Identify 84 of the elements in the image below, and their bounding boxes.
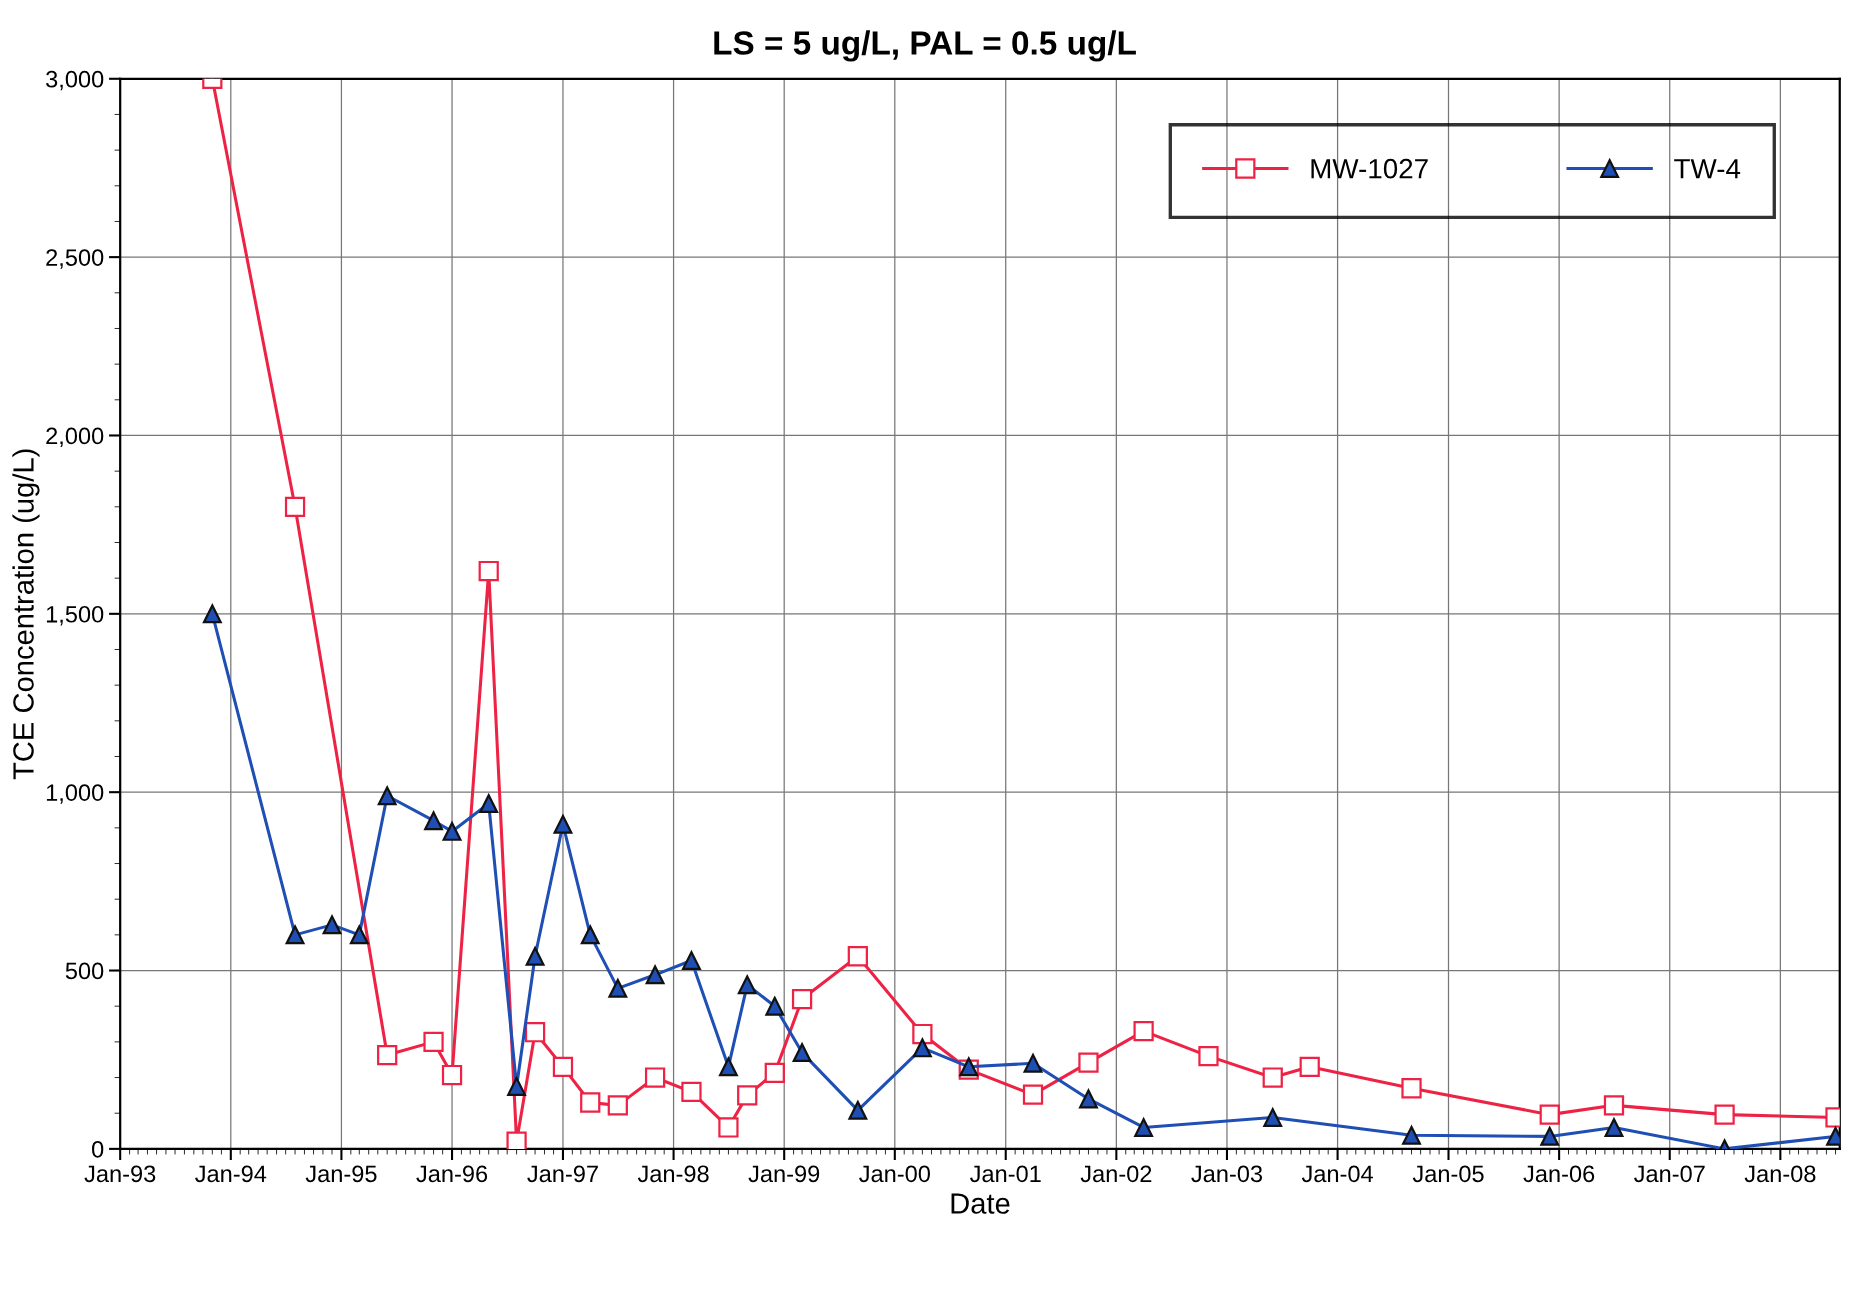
point — [718, 1117, 739, 1138]
point — [792, 1043, 812, 1063]
point — [1134, 1118, 1154, 1137]
point — [1604, 1118, 1624, 1137]
point — [1402, 1125, 1421, 1145]
point — [912, 1038, 932, 1058]
point — [524, 1022, 546, 1043]
point — [441, 1064, 463, 1086]
point — [764, 1062, 785, 1084]
x-tick-label: Jan-97 — [527, 1165, 598, 1183]
y-tick-label: 500 — [65, 962, 104, 980]
point — [349, 925, 369, 945]
x-tick-label: Jan-07 — [1634, 1165, 1705, 1183]
point — [525, 946, 545, 966]
point — [718, 1057, 738, 1077]
legend-label: TW-4 — [1674, 159, 1741, 179]
y-axis-title: TCE Concentration (ug/L) — [12, 449, 40, 780]
y-tick-label: 2,500 — [46, 249, 104, 269]
point — [1263, 1108, 1283, 1127]
x-tick-label: Jan-06 — [1523, 1165, 1595, 1183]
x-tick-label: Jan-99 — [748, 1165, 820, 1183]
point — [737, 975, 757, 995]
point — [580, 1092, 601, 1113]
y-tick-label: 1,000 — [46, 784, 104, 804]
point — [1539, 1104, 1560, 1125]
point — [1079, 1089, 1098, 1109]
point — [1198, 1046, 1219, 1067]
y-tick-label: 0 — [92, 1140, 104, 1158]
point — [553, 814, 573, 834]
point — [479, 794, 499, 814]
point — [507, 1077, 527, 1096]
x-tick-label: Jan-93 — [84, 1165, 156, 1183]
point — [682, 951, 701, 970]
point — [608, 978, 628, 998]
point — [847, 946, 868, 967]
point — [681, 1081, 702, 1102]
point — [1603, 1095, 1625, 1116]
point — [645, 965, 665, 985]
point — [765, 996, 785, 1016]
point — [506, 1131, 527, 1149]
point — [1078, 1052, 1099, 1073]
point — [607, 1095, 628, 1116]
point — [285, 925, 305, 945]
point — [580, 925, 600, 945]
point — [791, 988, 813, 1010]
point — [322, 915, 342, 935]
point — [1023, 1053, 1043, 1073]
point — [442, 821, 462, 841]
point — [284, 496, 306, 517]
x-tick-label: Jan-00 — [859, 1165, 930, 1183]
chart-title: LS = 5 ug/L, PAL = 0.5 ug/L — [714, 30, 1136, 62]
point — [848, 1100, 868, 1120]
legend-label: MW-1027 — [1311, 158, 1428, 179]
point — [737, 1085, 758, 1106]
point — [1714, 1104, 1735, 1125]
x-tick-label: Jan-98 — [637, 1165, 709, 1183]
x-tick-label: Jan-04 — [1301, 1165, 1373, 1183]
point — [1133, 1021, 1154, 1042]
point — [423, 1031, 444, 1052]
point — [912, 1023, 933, 1045]
point — [1262, 1067, 1283, 1088]
point — [1022, 1084, 1044, 1105]
point — [1401, 1078, 1422, 1099]
y-tick-label: 2,000 — [46, 427, 104, 448]
x-tick-label: Jan-94 — [195, 1165, 267, 1183]
x-tick-label: Jan-08 — [1744, 1165, 1816, 1183]
x-tick-label: Jan-05 — [1412, 1165, 1484, 1183]
y-tick-label: 1,500 — [46, 605, 104, 626]
x-tick-label: Jan-02 — [1080, 1165, 1152, 1183]
point — [1540, 1126, 1560, 1146]
point — [424, 811, 443, 831]
y-tick-label: 3,000 — [46, 70, 104, 91]
x-tick-label: Jan-03 — [1191, 1165, 1263, 1183]
x-axis-title: Date — [951, 1193, 1010, 1214]
point — [1299, 1056, 1320, 1077]
x-tick-label: Jan-95 — [305, 1165, 377, 1183]
point — [644, 1067, 666, 1088]
x-tick-label: Jan-01 — [970, 1165, 1041, 1183]
point — [478, 560, 499, 582]
point — [202, 604, 222, 624]
point — [552, 1056, 574, 1077]
x-tick-label: Jan-96 — [416, 1165, 488, 1183]
point — [377, 1044, 398, 1066]
point — [377, 786, 397, 806]
